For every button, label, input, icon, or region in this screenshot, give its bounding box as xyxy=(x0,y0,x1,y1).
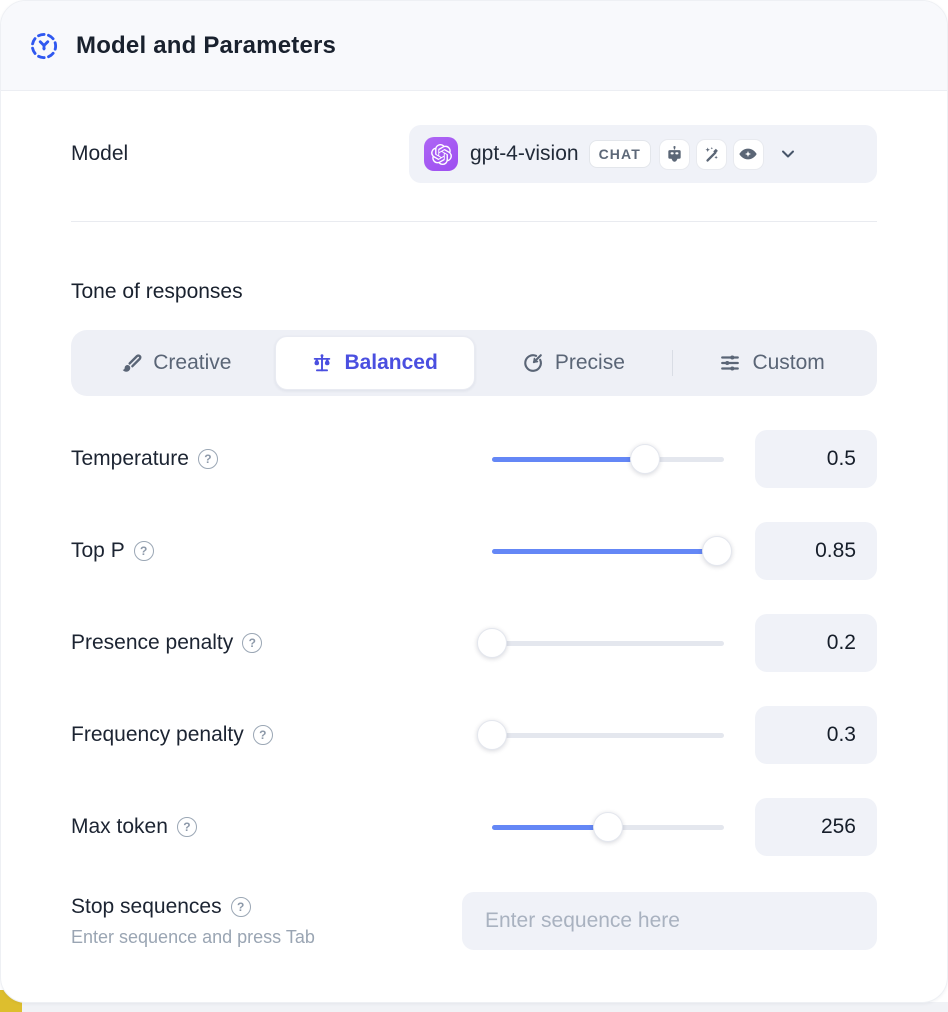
section-divider xyxy=(71,221,877,222)
slider-thumb[interactable] xyxy=(593,812,623,842)
tab-balanced[interactable]: Balanced xyxy=(274,336,475,390)
temperature-label: Temperature xyxy=(71,447,189,470)
goal-icon xyxy=(522,352,544,374)
presence-penalty-label: Presence penalty xyxy=(71,631,234,654)
temperature-value-input[interactable] xyxy=(755,430,877,488)
model-select-dropdown[interactable]: gpt-4-vision CHAT xyxy=(409,125,877,183)
top-p-label: Top P xyxy=(71,539,125,562)
frequency-penalty-slider[interactable] xyxy=(477,720,724,750)
presence-penalty-row: Presence penalty? xyxy=(71,614,877,672)
slider-thumb[interactable] xyxy=(477,628,507,658)
presence-penalty-value-input[interactable] xyxy=(755,614,877,672)
tab-label: Balanced xyxy=(344,351,438,374)
temperature-slider[interactable] xyxy=(492,444,724,474)
tab-custom[interactable]: Custom xyxy=(673,336,871,390)
help-icon[interactable]: ? xyxy=(133,541,154,561)
help-icon[interactable]: ? xyxy=(230,896,251,917)
slider-thumb[interactable] xyxy=(477,720,507,750)
stop-sequences-row: Stop sequences? Enter sequence and press… xyxy=(71,892,877,950)
assistant-bot-icon xyxy=(658,138,690,170)
panel-body: Model gpt-4-vision CHAT xyxy=(1,125,947,1002)
max-token-value-input[interactable] xyxy=(755,798,877,856)
tab-label: Custom xyxy=(752,351,825,374)
help-icon[interactable]: ? xyxy=(176,817,197,837)
help-icon[interactable]: ? xyxy=(252,725,273,745)
stop-sequences-helper: Enter sequence and press Tab xyxy=(71,926,315,947)
selected-model-name: gpt-4-vision xyxy=(470,142,579,165)
panel-title: Model and Parameters xyxy=(76,31,337,59)
model-label: Model xyxy=(71,142,129,165)
page-background-strip xyxy=(0,1002,948,1012)
help-icon[interactable]: ? xyxy=(242,633,263,653)
vision-eye-icon xyxy=(732,138,764,170)
stop-sequence-input[interactable] xyxy=(462,892,877,950)
chat-type-badge: CHAT xyxy=(588,140,651,168)
model-hub-icon xyxy=(29,31,59,61)
top-p-value-input[interactable] xyxy=(755,522,877,580)
slider-thumb[interactable] xyxy=(702,536,733,566)
openai-logo-icon xyxy=(424,137,458,171)
max-token-row: Max token? xyxy=(71,798,877,856)
frequency-penalty-value-input[interactable] xyxy=(755,706,877,764)
model-row: Model gpt-4-vision CHAT xyxy=(71,125,877,183)
wand-sparkles-icon xyxy=(695,138,727,170)
tab-creative[interactable]: Creative xyxy=(77,336,275,390)
brush-icon xyxy=(120,352,142,374)
panel-header: Model and Parameters xyxy=(1,1,947,91)
presence-penalty-slider[interactable] xyxy=(477,628,724,658)
tab-separator xyxy=(672,350,674,376)
sliders-icon xyxy=(719,352,741,374)
tab-label: Creative xyxy=(153,351,232,374)
top-p-slider[interactable] xyxy=(492,536,733,566)
scale-icon xyxy=(311,352,333,374)
slider-thumb[interactable] xyxy=(630,444,661,474)
help-icon[interactable]: ? xyxy=(197,449,218,469)
temperature-row: Temperature? xyxy=(71,430,877,488)
max-token-slider[interactable] xyxy=(492,812,724,842)
max-token-label: Max token xyxy=(71,815,168,838)
tab-precise[interactable]: Precise xyxy=(475,336,673,390)
tab-label: Precise xyxy=(554,351,625,374)
stop-sequences-label: Stop sequences xyxy=(71,894,222,918)
top-p-row: Top P? xyxy=(71,522,877,580)
frequency-penalty-label: Frequency penalty xyxy=(71,723,244,746)
chevron-down-icon xyxy=(778,144,798,164)
frequency-penalty-row: Frequency penalty? xyxy=(71,706,877,764)
tone-section-title: Tone of responses xyxy=(71,280,243,303)
tone-tab-group: Creative Balanced xyxy=(71,330,877,396)
